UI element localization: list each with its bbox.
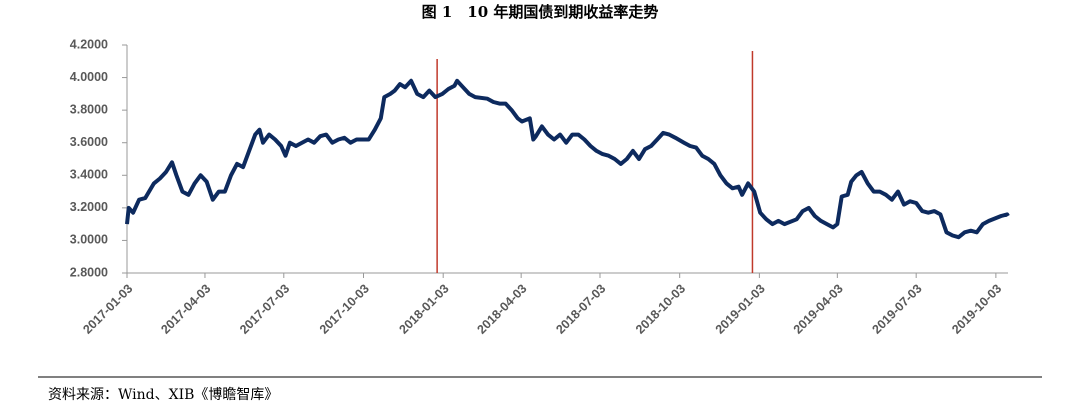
y-tick-label: 4.0000 [70,70,108,84]
y-tick-label: 3.4000 [70,168,108,182]
x-tick-label: 2017-01-03 [80,282,135,337]
y-tick-label: 3.0000 [70,233,108,247]
line-series [125,78,1010,240]
x-tick-label: 2019-04-03 [791,282,846,337]
x-tick-label: 2017-10-03 [317,282,372,337]
y-tick-label: 2.8000 [70,265,108,279]
chart-title: 图 1 10 年期国债到期收益率走势 [422,3,659,21]
x-tick-label: 2017-07-03 [237,282,292,337]
x-tick-label: 2018-10-03 [633,282,688,337]
y-tick-label: 3.8000 [70,102,108,116]
y-tick-label: 3.6000 [70,135,108,149]
x-tick-label: 2019-10-03 [949,282,1004,337]
y-tick-label: 3.2000 [70,200,108,214]
x-tick-label: 2018-07-03 [553,282,608,337]
x-tick-label: 2019-07-03 [870,282,925,337]
source-note: 资料来源：Wind、XIB《博瞻智库》 [48,386,278,403]
x-tick-label: 2017-04-03 [158,282,213,337]
x-tick-label: 2018-01-03 [397,282,452,337]
x-tick-label: 2019-01-03 [713,282,768,337]
x-tick-label: 2018-04-03 [474,282,529,337]
y-tick-label: 4.2000 [70,37,108,51]
